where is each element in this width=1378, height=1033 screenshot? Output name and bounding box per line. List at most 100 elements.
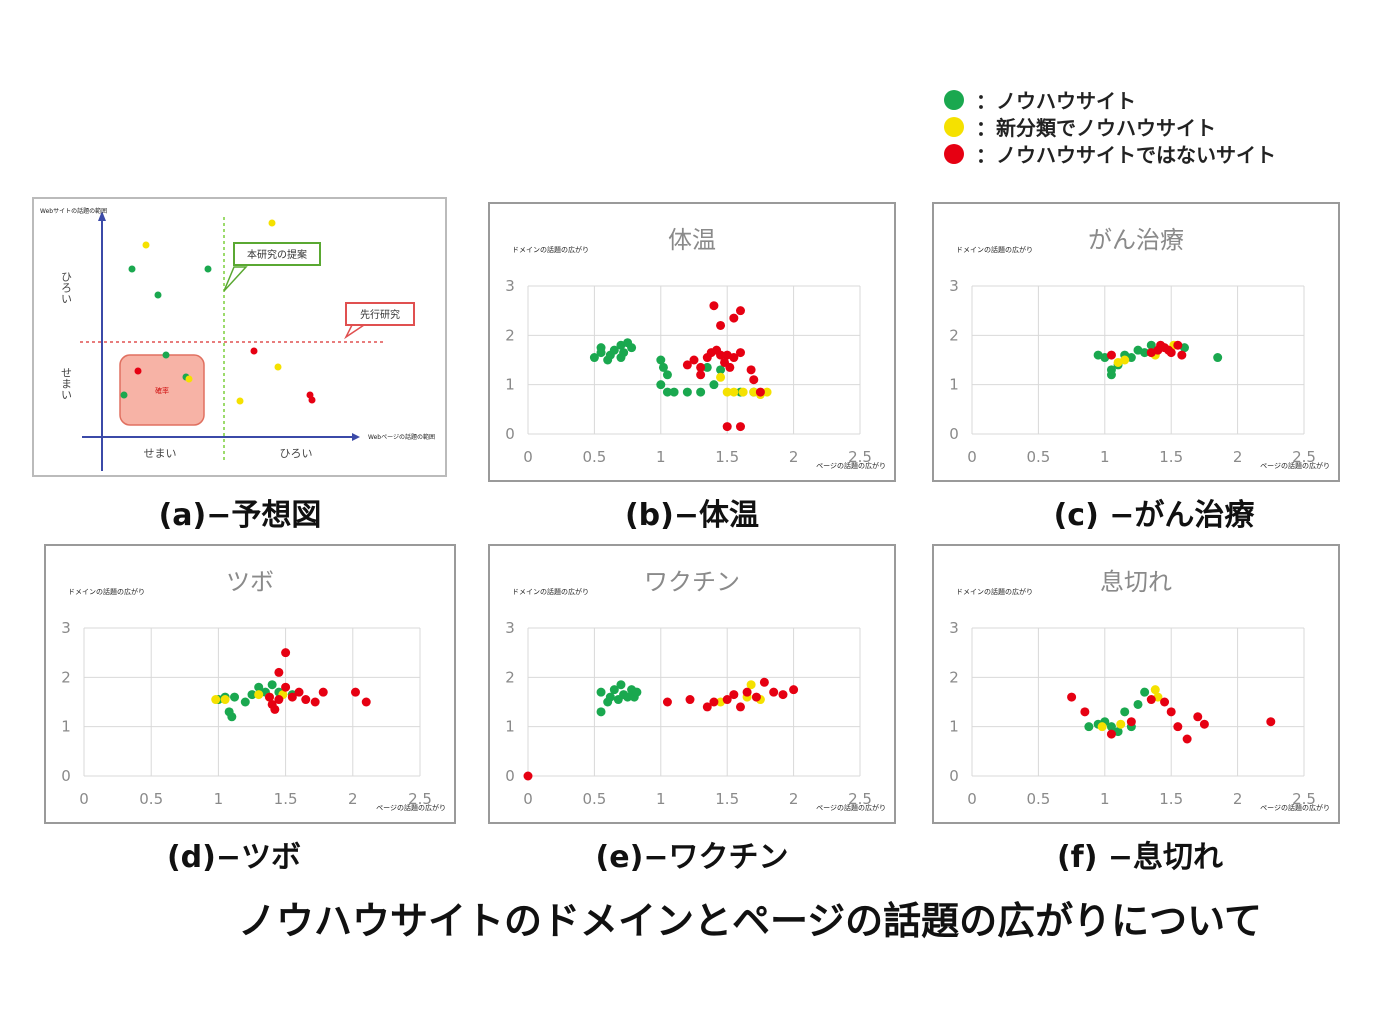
chart-panel-cancer-treatment: がん治療 ドメインの話題の広がり ページの話題の広がり 0 1 2 3 0 0.5 1 1.5 2 2.… <box>932 202 1340 482</box>
data-point-red <box>749 375 759 385</box>
data-point-green <box>1106 370 1116 380</box>
y-tick-label: 1 <box>949 718 959 736</box>
x-tick-label: 1 <box>656 790 666 808</box>
x-tick-label: 0.5 <box>582 790 606 808</box>
x-tick-label: 0 <box>523 790 533 808</box>
legend-item-red: ：ノウハウサイトではないサイト <box>944 140 1344 167</box>
x-tick-label: 2 <box>1233 448 1243 466</box>
x-tick-label: 0.5 <box>1026 790 1050 808</box>
data-point-green <box>267 680 277 690</box>
x-tick-label: 1.5 <box>1159 448 1183 466</box>
data-point-green <box>623 692 633 702</box>
data-point-red <box>662 697 672 707</box>
data-point-red <box>1106 729 1116 739</box>
data-point-green <box>658 362 668 372</box>
diagram-point <box>162 351 170 359</box>
y-axis-label: ドメインの話題の広がり <box>68 587 145 596</box>
data-point-green <box>662 387 672 397</box>
data-point-red <box>1080 707 1090 717</box>
data-point-green <box>656 355 666 365</box>
data-point-green <box>254 682 264 692</box>
data-point-red <box>709 301 719 311</box>
data-point-green <box>1133 699 1143 709</box>
y-axis-label: ドメインの話題の広がり <box>512 245 589 254</box>
data-point-red <box>769 687 779 697</box>
data-point-red <box>729 353 739 363</box>
y-tick-label: 3 <box>61 619 71 637</box>
data-point-green <box>627 343 637 353</box>
x-tick-label: 1 <box>1100 790 1110 808</box>
data-point-green <box>596 687 606 697</box>
data-point-red <box>742 687 752 697</box>
x-tick-label: 2 <box>1233 790 1243 808</box>
data-point-yellow <box>211 695 221 705</box>
chart-title: 息切れ <box>1100 568 1172 596</box>
data-point-red <box>1164 345 1174 355</box>
x-tick-label: 2.5 <box>848 790 872 808</box>
main-title: ノウハウサイトのドメインとページの話題の広がりについて <box>237 899 1263 943</box>
x-tick-label: 1.5 <box>274 790 298 808</box>
data-point-yellow <box>729 387 739 397</box>
diagram-callout-red-pointer <box>344 324 367 340</box>
data-point-red <box>751 692 761 702</box>
data-point-yellow <box>1150 685 1160 695</box>
diagram-y-bottom-label: せまい <box>60 367 73 400</box>
data-point-yellow <box>762 387 772 397</box>
diagram-caption: (a)−予想図 <box>158 498 322 533</box>
y-tick-label: 1 <box>61 718 71 736</box>
data-point-green <box>696 387 706 397</box>
legend-label-yellow: ：新分類でノウハウサイト <box>976 116 1216 140</box>
data-point-green <box>609 685 619 695</box>
diagram-callout-red-label: 先行研究 <box>360 308 400 321</box>
diagram-point <box>120 391 128 399</box>
data-point-yellow <box>722 387 732 397</box>
data-point-red <box>318 687 328 697</box>
legend: ：ノウハウサイト ：新分類でノウハウサイト ：ノウハウサイトではないサイト <box>944 86 1344 167</box>
data-point-red <box>350 687 360 697</box>
diagram-y-axis-label: Webサイトの話題の範囲 <box>40 207 107 215</box>
y-tick-label: 3 <box>949 619 959 637</box>
diagram-callout-green-pointer <box>223 266 248 292</box>
x-tick-label: 2 <box>789 448 799 466</box>
chart-panel-vaccine: ワクチン ドメインの話題の広がり ページの話題の広がり 0 1 2 3 0 0.5 1 1.5 2 2.… <box>488 544 896 824</box>
diagram-callout-green-label: 本研究の提案 <box>247 248 307 261</box>
data-point-green <box>632 687 642 697</box>
data-point-red <box>294 687 304 697</box>
y-tick-label: 1 <box>949 376 959 394</box>
y-tick-label: 3 <box>505 277 515 295</box>
x-tick-label: 1.5 <box>715 790 739 808</box>
data-point-red <box>696 362 706 372</box>
data-point-yellow <box>220 695 230 705</box>
data-point-green <box>702 362 712 372</box>
y-tick-label: 2 <box>505 326 515 344</box>
data-point-red <box>709 697 719 707</box>
x-axis-label: ページの話題の広がり <box>376 803 446 812</box>
data-point-red <box>1173 722 1183 732</box>
diagram-callout-green <box>233 242 321 266</box>
x-tick-label: 2.5 <box>408 790 432 808</box>
data-point-red <box>735 348 745 358</box>
diagram-point <box>250 347 258 355</box>
yellow-dot-icon <box>944 116 964 137</box>
diagram-point <box>185 375 193 383</box>
data-point-yellow <box>746 680 756 690</box>
y-tick-label: 0 <box>505 767 515 785</box>
data-point-yellow <box>1120 355 1130 365</box>
diagram-point <box>204 265 212 273</box>
data-point-red <box>702 702 712 712</box>
data-point-red <box>685 695 695 705</box>
data-point-green <box>247 690 257 700</box>
data-point-green <box>716 365 726 375</box>
y-tick-label: 1 <box>505 718 515 736</box>
x-tick-label: 0.5 <box>1026 448 1050 466</box>
y-tick-label: 2 <box>949 326 959 344</box>
x-tick-label: 0 <box>967 790 977 808</box>
data-point-red <box>1266 717 1276 727</box>
x-tick-label: 2 <box>789 790 799 808</box>
diagram-point <box>268 219 276 227</box>
data-point-red <box>1193 712 1203 722</box>
diagram-x-axis-label: Webページの話題の範囲 <box>368 433 435 441</box>
data-point-red <box>729 313 739 323</box>
